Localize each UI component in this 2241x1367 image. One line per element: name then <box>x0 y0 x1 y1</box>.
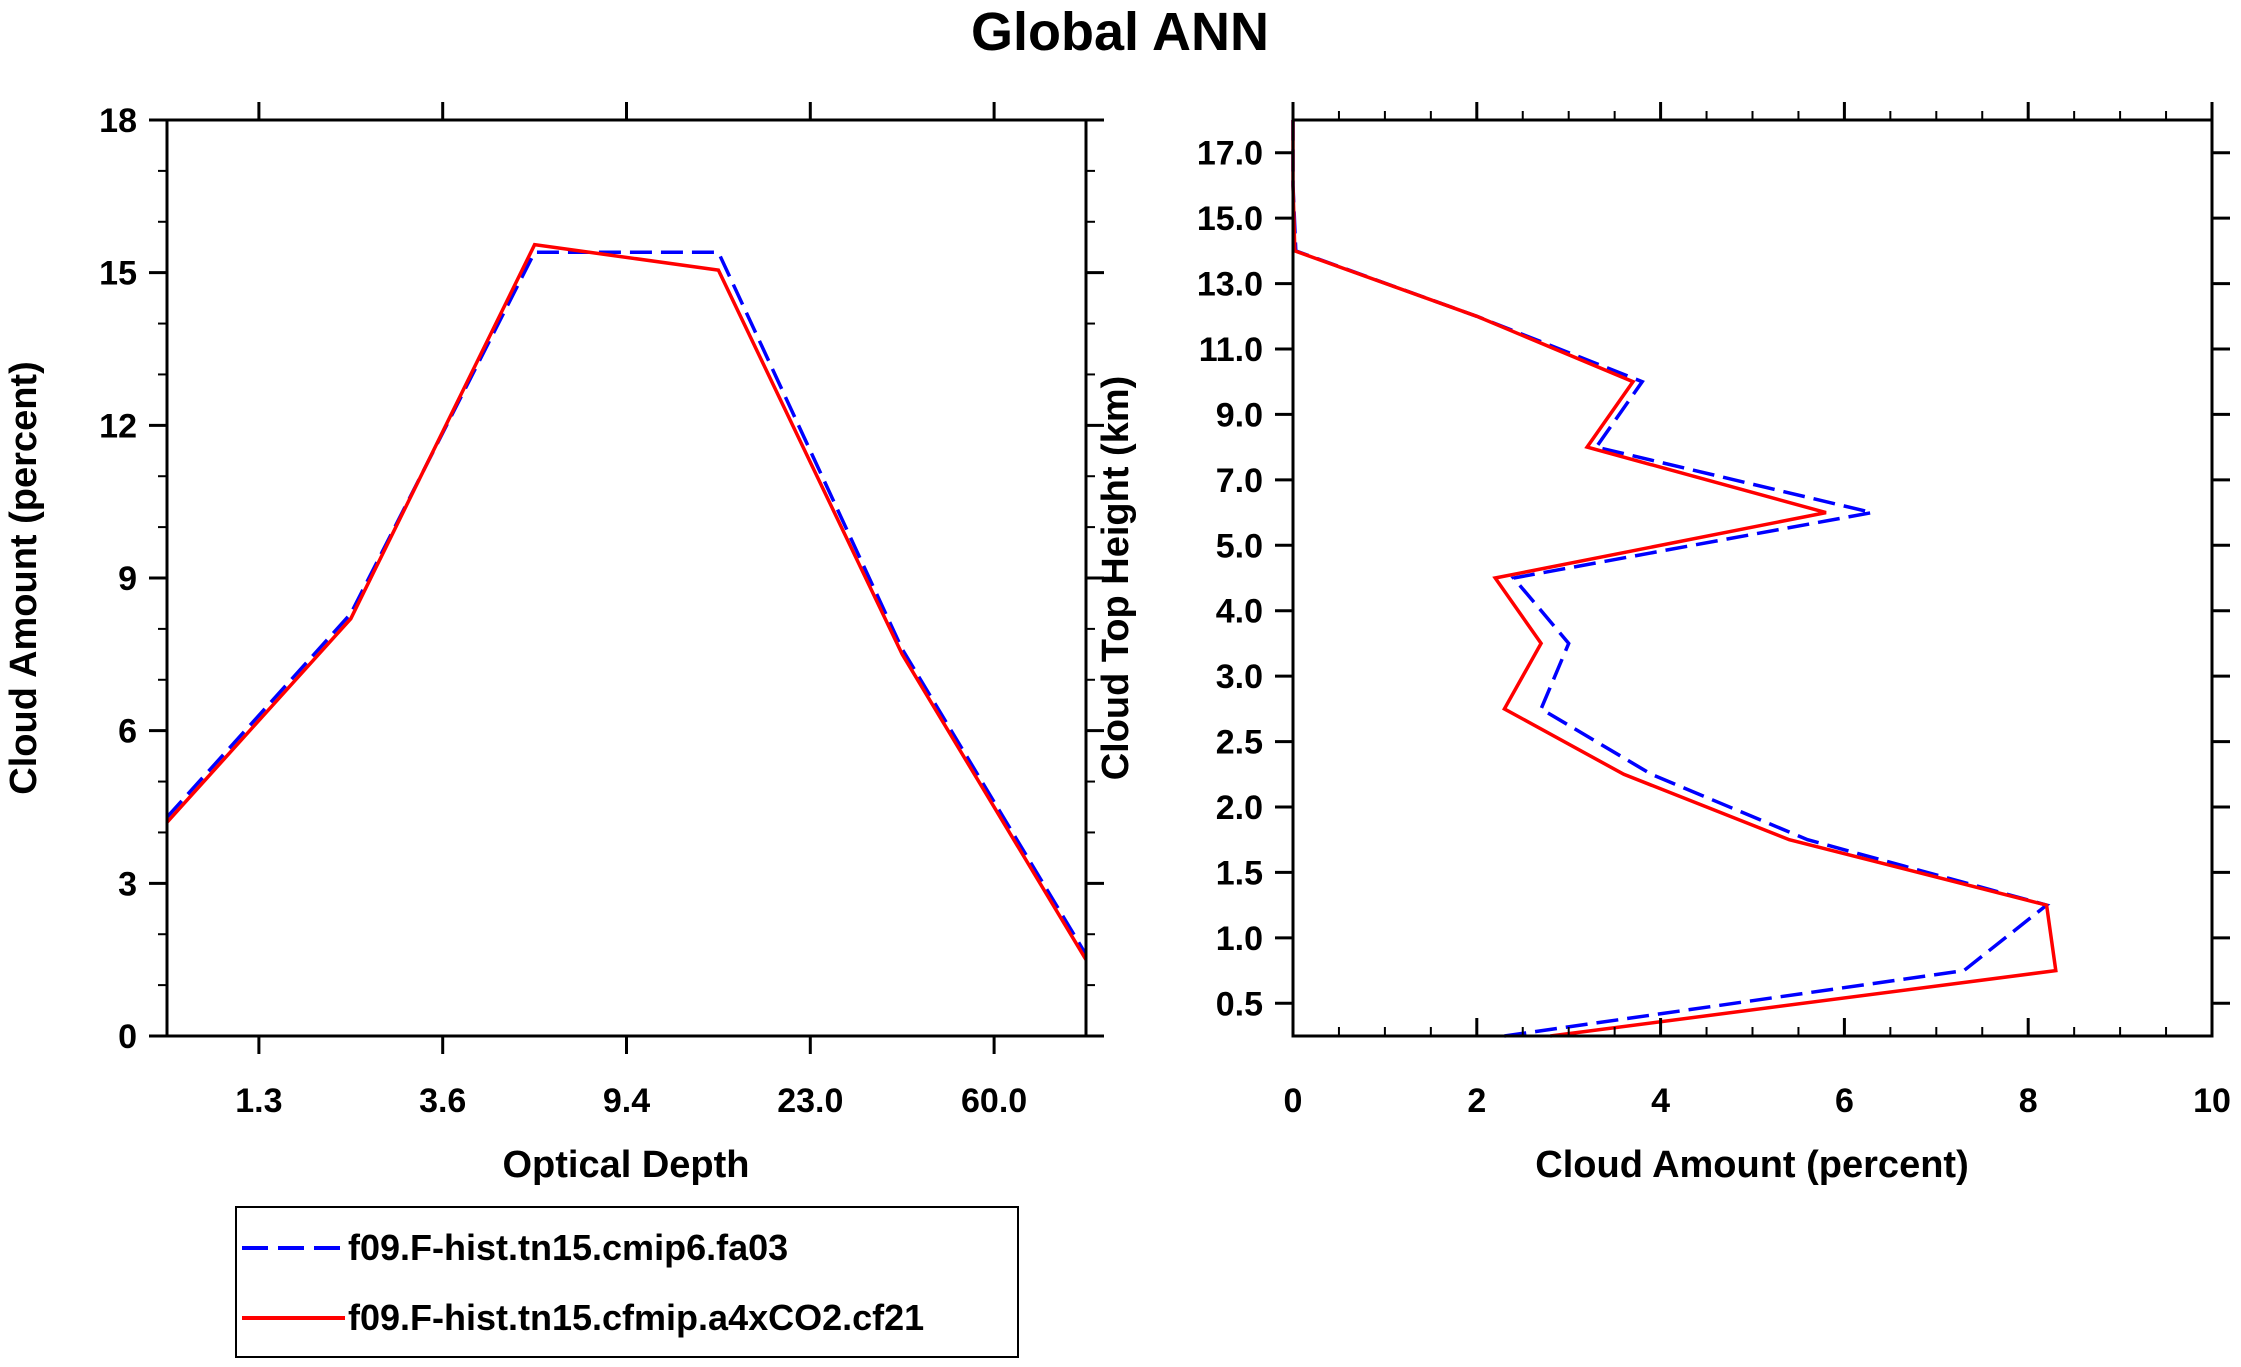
left-plot-lines <box>165 242 1088 961</box>
left-axis-ticks <box>149 102 1104 1054</box>
right-y-tick-label: 3.0 <box>1216 658 1263 696</box>
right-y-tick-label: 2.0 <box>1216 789 1263 827</box>
left-x-tick-label: 1.3 <box>235 1082 282 1120</box>
right-plot-frame <box>1291 118 2214 1038</box>
left-y-tick-label: 9 <box>118 560 137 598</box>
legend-label-a4xco2: f09.F-hist.tn15.cfmip.a4xCO2.cf21 <box>348 1297 924 1338</box>
right-y-tick-label: 2.5 <box>1216 724 1263 762</box>
left-y-tick-label: 15 <box>99 255 137 293</box>
right-x-tick-label: 6 <box>1835 1082 1854 1120</box>
left-x-tick-label: 9.4 <box>603 1082 650 1120</box>
left-y-tick-label: 6 <box>118 713 137 751</box>
left-y-tick-label: 18 <box>99 102 137 140</box>
left-x-axis-label: Optical Depth <box>502 1144 749 1186</box>
right-x-tick-label: 8 <box>2019 1082 2038 1120</box>
left-tick-labels: 0 3 6 9 12 15 18 1.3 3.6 9.4 23.0 60.0 <box>99 102 1027 1120</box>
right-y-tick-label: 11.0 <box>1199 331 1263 369</box>
right-y-tick-label: 13.0 <box>1197 266 1263 304</box>
right-y-tick-label: 0.5 <box>1216 985 1263 1023</box>
left-y-tick-label: 3 <box>118 865 137 903</box>
left-x-tick-label: 3.6 <box>419 1082 466 1120</box>
right-axis-ticks <box>1275 102 2230 1036</box>
right-plot-lines <box>1291 120 2058 1038</box>
right-series-line-1 <box>1291 120 2051 1038</box>
left-series-line-1 <box>165 250 1088 956</box>
optical-depth-chart: 0 3 6 9 12 15 18 1.3 3.6 9.4 23.0 60.0 Optical Dept… <box>3 102 1104 1186</box>
right-y-tick-label: 5.0 <box>1216 527 1263 565</box>
left-x-tick-label: 23.0 <box>777 1082 843 1120</box>
left-x-tick-label: 60.0 <box>961 1082 1027 1120</box>
left-series-line-2 <box>165 242 1088 961</box>
right-y-tick-label: 1.5 <box>1216 854 1263 892</box>
right-x-axis-label: Cloud Amount (percent) <box>1535 1144 1968 1186</box>
legend-box <box>235 1206 1019 1358</box>
legend: f09.F-hist.tn15.cmip6.fa03 f09.F-hist.tn… <box>235 1206 1019 1358</box>
legend-label-cmip6: f09.F-hist.tn15.cmip6.fa03 <box>348 1227 788 1268</box>
left-y-tick-label: 0 <box>118 1018 137 1056</box>
right-x-tick-label: 4 <box>1651 1082 1670 1120</box>
right-x-tick-label: 2 <box>1467 1082 1486 1120</box>
right-y-tick-label: 4.0 <box>1216 593 1263 631</box>
left-y-axis-label: Cloud Amount (percent) <box>3 361 45 794</box>
figure-title: Global ANN <box>971 2 1269 62</box>
right-x-tick-label: 0 <box>1284 1082 1303 1120</box>
right-y-tick-label: 7.0 <box>1216 462 1263 500</box>
left-y-tick-label: 12 <box>99 407 137 445</box>
right-tick-labels: 0 2 4 6 8 10 0.5 1.0 1.5 2.0 2.5 3.0 4.0 5.0 7.0 9.0 11.… <box>1197 135 2231 1120</box>
right-y-tick-label: 17.0 <box>1197 135 1263 173</box>
right-y-tick-label: 15.0 <box>1197 200 1263 238</box>
right-y-axis-label: Cloud Top Height (km) <box>1095 376 1137 781</box>
right-x-tick-label: 10 <box>2193 1082 2231 1120</box>
right-y-tick-label: 9.0 <box>1216 396 1263 434</box>
cloud-top-height-chart: 0 2 4 6 8 10 0.5 1.0 1.5 2.0 2.5 3.0 4.0 5.0 7.0 9.0 11.… <box>1095 102 2231 1186</box>
right-series-line-2 <box>1291 120 2058 1038</box>
right-y-tick-label: 1.0 <box>1216 920 1263 958</box>
